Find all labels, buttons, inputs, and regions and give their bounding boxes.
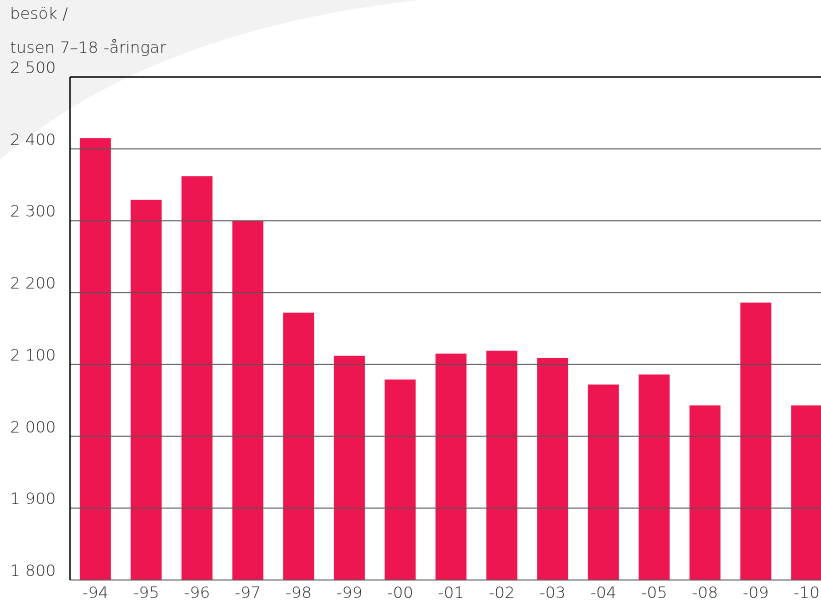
x-tick-label: -00 <box>387 583 413 602</box>
y-tick-label: 2 100 <box>10 345 56 364</box>
x-tick-label: -01 <box>438 583 464 602</box>
bar <box>587 384 619 580</box>
bar <box>79 138 111 581</box>
y-axis-label: tusen 7–18 -åringar <box>10 38 167 57</box>
bar <box>384 379 416 580</box>
x-tick-label: -95 <box>133 583 159 602</box>
y-tick-label: 2 200 <box>10 274 56 293</box>
y-tick-label: 1 800 <box>10 561 56 580</box>
bar <box>435 353 467 580</box>
bar <box>689 405 721 580</box>
y-tick-label: 2 300 <box>10 202 56 221</box>
bar <box>333 355 365 580</box>
x-tick-label: -02 <box>489 583 515 602</box>
y-axis-label: besök / <box>10 4 68 23</box>
bar <box>283 312 315 580</box>
y-tick-label: 2 000 <box>10 417 56 436</box>
x-tick-label: -05 <box>641 583 667 602</box>
x-tick-label: -04 <box>590 583 616 602</box>
x-tick-label: -09 <box>743 583 769 602</box>
x-tick-label: -98 <box>286 583 312 602</box>
background-shape <box>0 0 420 160</box>
x-tick-label: -94 <box>82 583 108 602</box>
x-tick-label: -03 <box>540 583 566 602</box>
x-tick-label: -99 <box>336 583 362 602</box>
bar <box>740 302 772 580</box>
y-tick-label: 2 500 <box>10 58 56 77</box>
bar <box>181 176 213 581</box>
x-tick-label: -96 <box>184 583 210 602</box>
bar <box>130 199 162 580</box>
x-tick-label: -08 <box>692 583 718 602</box>
x-tick-label: -10 <box>794 583 820 602</box>
bar <box>638 374 670 580</box>
bar <box>791 405 821 580</box>
x-tick-label: -97 <box>235 583 261 602</box>
bar <box>232 220 264 580</box>
bar <box>537 357 569 580</box>
bar <box>486 350 518 580</box>
y-tick-label: 2 400 <box>10 130 56 149</box>
y-tick-label: 1 900 <box>10 489 56 508</box>
